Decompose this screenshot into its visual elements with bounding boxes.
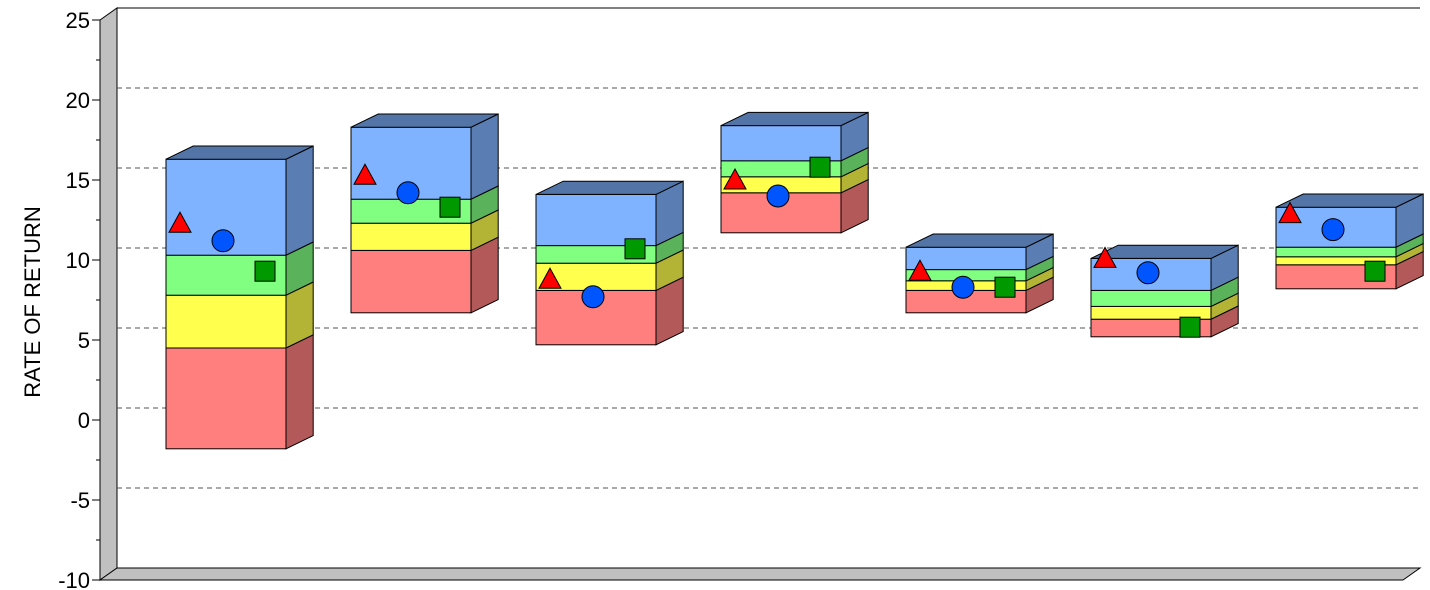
triangle-marker: [168, 211, 192, 233]
triangle-marker: [1278, 201, 1302, 224]
bar-5: [905, 233, 1054, 314]
square-marker: [624, 238, 646, 260]
square-marker: [809, 156, 831, 178]
circle-marker: [581, 285, 605, 309]
y-tick-label: 5: [78, 328, 90, 353]
bar-6: [1090, 244, 1239, 338]
triangle-marker: [538, 267, 562, 289]
bar-segment-yellow: [350, 222, 472, 251]
circle-marker: [766, 184, 790, 208]
bar-segment-red: [350, 249, 472, 314]
bar-segment-green: [1275, 246, 1397, 258]
gridlines: [117, 87, 1420, 489]
bars: [165, 111, 1424, 450]
bar-top: [165, 145, 314, 160]
bar-top: [1090, 244, 1239, 259]
bar-segment-blue: [535, 193, 657, 247]
circle-marker: [396, 181, 420, 205]
triangle-marker: [353, 163, 377, 185]
circle-marker: [211, 229, 235, 253]
triangle-marker: [1093, 246, 1117, 268]
y-tick-label: 20: [66, 88, 90, 113]
bar-2: [350, 113, 499, 314]
circle-marker: [1136, 261, 1160, 285]
bar-1: [165, 145, 314, 450]
plot-wall: [98, 7, 1422, 581]
bar-segment-yellow: [165, 294, 287, 349]
floor: [98, 567, 1422, 581]
circle-marker: [1321, 218, 1345, 242]
y-tick-label: 10: [66, 248, 90, 273]
circle-marker: [951, 275, 975, 299]
bar-side-red: [285, 334, 314, 450]
y-tick-label: 15: [66, 168, 90, 193]
bar-4: [720, 111, 869, 234]
square-marker: [1179, 316, 1201, 338]
bar-3: [535, 180, 684, 346]
y-tick-label: 25: [66, 8, 90, 33]
y-axis: 25 20 15 10 5 0 -5 -10: [58, 8, 100, 590]
triangle-marker: [908, 259, 932, 281]
y-tick-label: -5: [70, 488, 90, 513]
bar-side-blue: [470, 113, 499, 200]
bar-side-blue: [285, 145, 314, 256]
square-marker: [1364, 260, 1386, 282]
bar-top: [350, 113, 499, 128]
y-tick-label: -10: [58, 568, 90, 590]
y-axis-title: RATE OF RETURN: [20, 206, 45, 397]
bar-segment-blue: [720, 125, 842, 162]
bar-segment-red: [165, 347, 287, 450]
square-marker: [994, 276, 1016, 298]
bar-top: [535, 180, 684, 195]
square-marker: [254, 260, 276, 282]
square-marker: [439, 196, 461, 218]
bar-segment-green: [1090, 289, 1212, 307]
left-wall: [99, 7, 118, 581]
bar-top: [905, 233, 1054, 248]
bar-top: [1275, 193, 1424, 208]
y-tick-label: 0: [78, 408, 90, 433]
bar-top: [720, 111, 869, 127]
bar-7: [1275, 193, 1424, 290]
triangle-marker: [723, 167, 747, 190]
bar-segment-blue: [905, 246, 1027, 271]
